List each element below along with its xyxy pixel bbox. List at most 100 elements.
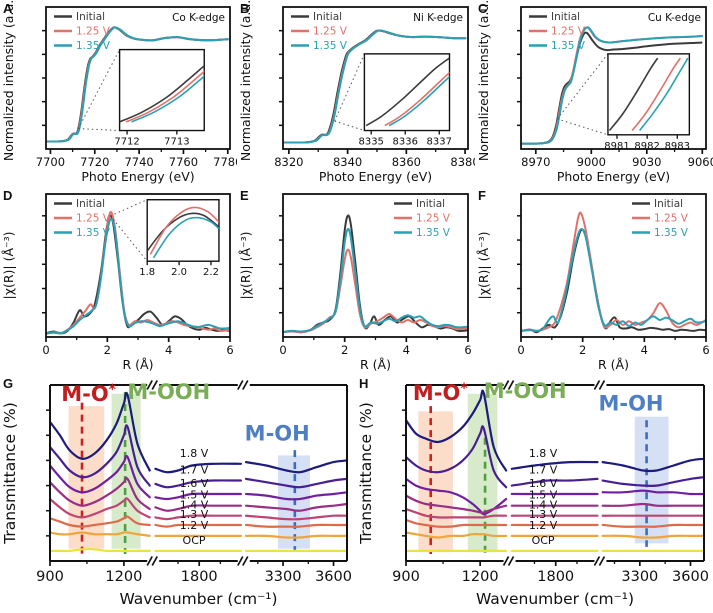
x-axis-label: Wavenumber (cm⁻¹) (476, 590, 634, 608)
curve-label: 1.5 V (180, 489, 209, 502)
legend-label: 1.25 V (416, 213, 451, 225)
panel-E-chart: 0 2 4 6 R (Å) |χ(R)| (Å⁻³) Initial 1.25 V 1.35 V (237, 187, 475, 375)
inset-tick-label: 7712 (114, 137, 139, 148)
panel-H-plot: 1.8 V 1.7 V1.6 V1.5 V1.4 V1.3 V1.2 V OCP 90… (357, 379, 709, 608)
series-group (521, 26, 703, 145)
inset-tick-label: 8983 (665, 141, 690, 152)
x-tick-label: 0 (279, 343, 286, 357)
inset-callout-line (110, 215, 148, 262)
highlight-band (418, 411, 453, 553)
legend-label: 1.35 V (551, 40, 586, 52)
panel-F-chart: 0 2 4 6 R (Å) |χ(R)| (Å⁻³) Initial 1.25 V 1.35 V (475, 187, 713, 375)
series-group (283, 214, 468, 334)
curve-1.8 V (406, 389, 508, 472)
inset-series-group (147, 206, 219, 259)
x-axis-label: R (Å) (598, 357, 629, 372)
x-tick-label: 7740 (124, 155, 153, 169)
curve-1.8 V (154, 462, 242, 474)
edge-type-label: Ni K-edge (413, 12, 463, 24)
legend-label: Initial (551, 11, 580, 23)
series-1.25 V (283, 248, 468, 334)
inset-series-group (119, 65, 205, 123)
panel-A-plot: 7700 7720 7740 7760 7780 Photo Energy (eV) Nor… (1, 0, 242, 184)
x-tick-label: 4 (403, 343, 410, 357)
x-tick-label: 0 (42, 343, 49, 357)
panel-B-letter: B (240, 1, 250, 16)
x-tick-label: 8970 (521, 155, 550, 169)
legend-label: 1.25 V (76, 213, 111, 225)
panel-B-chart: 8320 8340 8360 8380 Photo Energy (eV) Normali… (237, 0, 480, 187)
x-axis-label: Photo Energy (eV) (319, 169, 432, 184)
inset-tick-label: 7713 (164, 137, 189, 148)
inset-series-group (608, 57, 689, 132)
curve-1.4 V (406, 507, 508, 519)
series-1.35 V (283, 227, 468, 334)
panel-D-chart: 0 2 4 6 R (Å) |χ(R)| (Å⁻³) Initial 1.25 V 1.35 V… (0, 187, 237, 375)
x-tick-label: 1200 (105, 569, 142, 585)
legend-label: 1.25 V (313, 26, 348, 38)
axis-break-mark (146, 380, 153, 390)
inset-callout-line (110, 199, 148, 217)
curve-label: 1.2 V (180, 519, 209, 532)
curve-label: 1.6 V (180, 477, 209, 490)
inset-callout-line (334, 53, 365, 122)
x-tick-label: 9000 (577, 155, 606, 169)
y-axis-label: Normalized intensity (a.u.) (1, 0, 16, 161)
y-axis-label: Transmittance (%) (357, 402, 375, 545)
inset-tick-label: 2.2 (203, 267, 219, 278)
panel-A-letter: A (3, 1, 13, 16)
curve-1.3 V (601, 523, 704, 528)
x-tick-label: 3600 (672, 569, 709, 585)
curve-1.6 V (154, 492, 242, 501)
curve-1.5 V (154, 504, 242, 512)
legend-label: 1.35 V (654, 227, 689, 239)
axis-break-mark (502, 556, 510, 566)
curve-1.3 V (406, 518, 508, 528)
y-axis-label: |χ(R)| (Å⁻³) (238, 232, 253, 300)
curve-label: 1.8 V (529, 447, 558, 460)
x-tick-label: 7760 (169, 155, 198, 169)
curve-label: 1.7 V (180, 464, 209, 477)
curve-1.7 V (154, 479, 242, 489)
panel-D-letter: D (3, 188, 13, 203)
axis-break-mark (593, 380, 601, 390)
curve-1.6 V (406, 477, 508, 516)
curve-1.7 V (244, 477, 347, 489)
curve-1.2 V (601, 534, 704, 539)
curve-1.6 V (244, 491, 347, 501)
inset-frame (607, 53, 691, 136)
curve-1.5 V (244, 502, 347, 512)
x-tick-label: 8360 (392, 155, 421, 169)
x-tick-label: 9060 (688, 155, 713, 169)
x-tick-label: 8320 (274, 155, 303, 169)
highlight-band (634, 416, 669, 544)
inset-callout-line (77, 49, 121, 129)
axis-break-mark (593, 556, 601, 566)
series-group (406, 389, 704, 553)
panel-G-chart: 1.8 V 1.7 V 1.6 V 1.5 V 1.4 V 1.3 V 1.2 V OCP 90… (0, 375, 356, 613)
x-tick-label: 900 (36, 569, 64, 585)
panel-F: F 0 2 4 6 R (Å) |χ(R)| (Å⁻³) Initial 1.25 V 1.35… (475, 187, 713, 375)
inset-callout-line (556, 53, 609, 120)
axis-break-mark (502, 380, 510, 390)
curve-1.8 V (50, 391, 151, 472)
series-1.35 V (46, 218, 230, 335)
legend-label: Initial (416, 198, 445, 210)
panel-C-letter: C (478, 1, 488, 16)
series-group (46, 211, 230, 335)
legend-label: 1.35 V (313, 40, 348, 52)
x-tick-label: 4 (641, 343, 648, 357)
curve-label: 1.6 V (529, 477, 558, 490)
x-tick-label: 7720 (80, 155, 109, 169)
panel-D: D 0 2 4 6 R (Å) |χ(R)| (Å⁻³) Initial 1.25 V 1.35… (0, 187, 237, 375)
curve-1.3 V (154, 523, 242, 528)
inset-tick-label: 8335 (358, 137, 383, 148)
panel-G-letter: G (3, 376, 14, 391)
y-axis-label: Normalized intensity (a.u.) (238, 0, 253, 161)
curve-1.3 V (50, 515, 151, 528)
panel-A: A 7700 7720 7740 7760 7780 Photo Energy (eV) N… (0, 0, 242, 187)
legend-label: 1.25 V (76, 26, 111, 38)
y-axis-label: |χ(R)| (Å⁻³) (1, 232, 16, 300)
x-axis-label: R (Å) (360, 357, 391, 372)
